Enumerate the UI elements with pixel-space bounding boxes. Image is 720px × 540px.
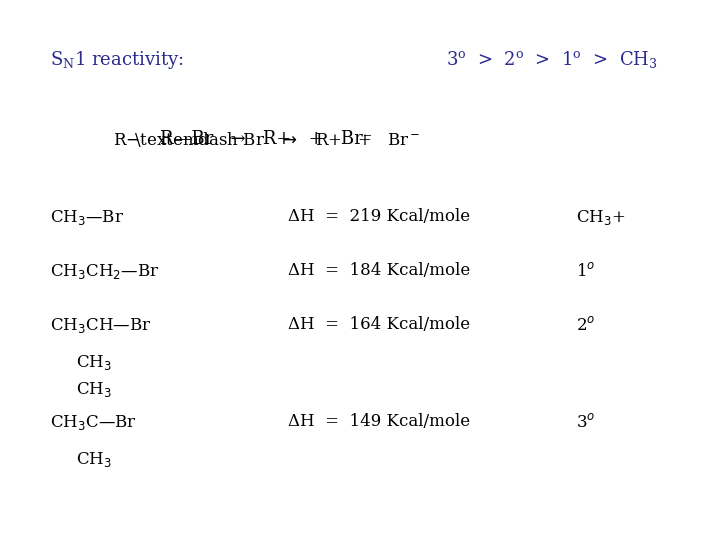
Text: ΔH  =  164 Kcal/mole: ΔH = 164 Kcal/mole — [288, 316, 470, 333]
Text: 2$^o$: 2$^o$ — [576, 316, 595, 334]
Text: ΔH  =  219 Kcal/mole: ΔH = 219 Kcal/mole — [288, 208, 470, 225]
Text: CH$_3$—Br: CH$_3$—Br — [50, 208, 125, 227]
Text: $\mathregular{S_N}$1 reactivity:: $\mathregular{S_N}$1 reactivity: — [50, 49, 184, 71]
Text: CH$_3$: CH$_3$ — [76, 380, 112, 399]
Text: R$\mathregular{-}$$\!\!$\textemdash Br   $\rightarrow$   R+   +   Br$\mathregula: R$\mathregular{-}$$\!\!$\textemdash Br $… — [113, 130, 420, 148]
Text: 1$^o$: 1$^o$ — [576, 262, 595, 280]
Text: 3$^o$: 3$^o$ — [576, 413, 595, 431]
Text: CH$_3$C—Br: CH$_3$C—Br — [50, 413, 138, 432]
Text: CH$_3$+: CH$_3$+ — [576, 208, 626, 227]
Text: CH$_3$CH—Br: CH$_3$CH—Br — [50, 316, 152, 335]
Text: CH$_3$: CH$_3$ — [76, 353, 112, 372]
Text: ΔH  =  149 Kcal/mole: ΔH = 149 Kcal/mole — [288, 413, 470, 430]
Text: CH$_3$CH$_2$—Br: CH$_3$CH$_2$—Br — [50, 262, 160, 281]
Text: 3$\mathregular{^o}$  >  2$\mathregular{^o}$  >  1$\mathregular{^o}$  >  CH$\math: 3$\mathregular{^o}$ > 2$\mathregular{^o}… — [446, 49, 658, 70]
Text: R—Br   →   R+   +   Br⁻: R—Br → R+ + Br⁻ — [161, 130, 372, 147]
Text: ΔH  =  184 Kcal/mole: ΔH = 184 Kcal/mole — [288, 262, 470, 279]
Text: CH$_3$: CH$_3$ — [76, 450, 112, 469]
